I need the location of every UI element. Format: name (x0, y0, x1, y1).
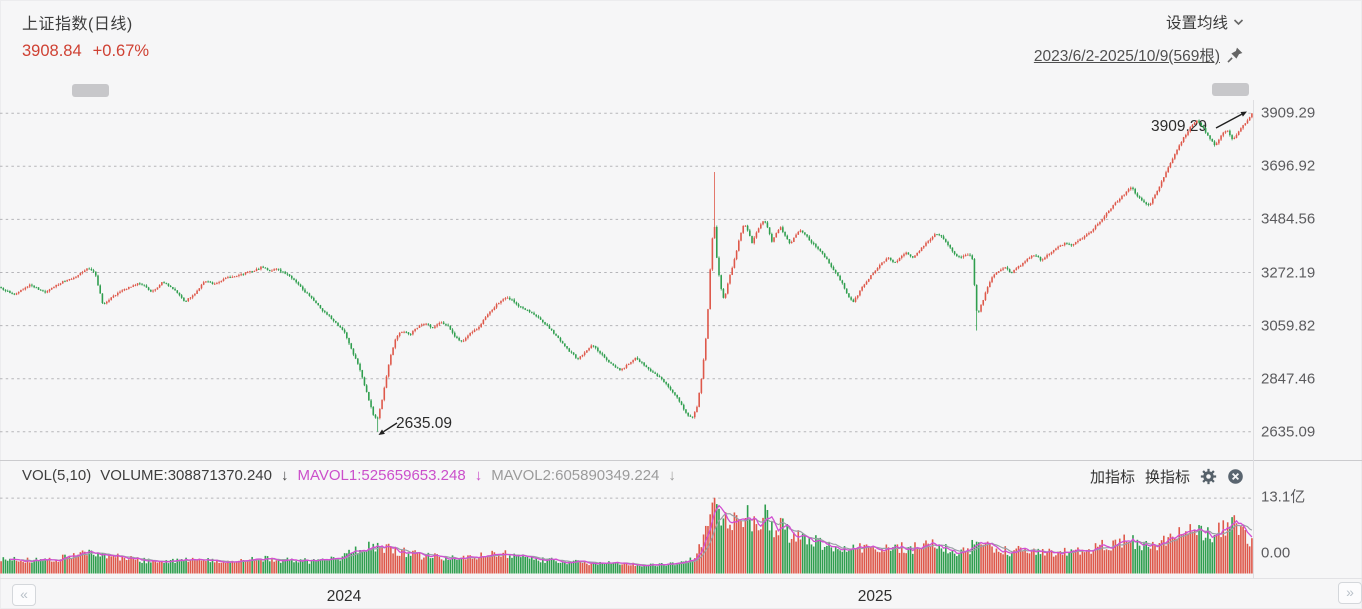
chevron-down-icon (1233, 18, 1244, 26)
symbol-title: 上证指数(日线) (22, 16, 133, 33)
change-percent: +0.67% (92, 42, 150, 60)
volume-axis-min-label: 0.00 (1261, 544, 1291, 562)
scroll-right-button[interactable]: » (1338, 582, 1362, 604)
volume-axis-max-label: 13.1亿 (1261, 488, 1306, 506)
volume-bars (0, 497, 1253, 574)
volume-down-arrow-icon: ↓ (281, 467, 289, 484)
mavol2-value-label: MAVOL2:605890349.224 (491, 467, 660, 484)
date-range-link[interactable]: 2023/6/2-2025/10/9(569根) (1033, 48, 1220, 65)
gear-icon[interactable] (1200, 468, 1217, 485)
volume-indicator-bar: VOL(5,10) VOLUME:308871370.240 ↓ MAVOL1:… (22, 467, 676, 484)
vol-params-label[interactable]: VOL(5,10) (22, 467, 92, 484)
mavol1-value-label: MAVOL1:525659653.248 (297, 467, 466, 484)
last-price: 3908.84 (22, 42, 82, 60)
high-annotation-label: 3909.29 (1151, 118, 1207, 135)
add-indicator-button[interactable]: 加指标 (1089, 469, 1135, 486)
price-axis-label: 3484.56 (1261, 210, 1316, 228)
mavol2-down-arrow-icon: ↓ (668, 467, 676, 484)
low-annotation-arrow (378, 422, 398, 435)
date-range-row: 2023/6/2-2025/10/9(569根) (1034, 44, 1244, 66)
high-annotation-arrow (1215, 111, 1247, 129)
redacted-badge-right (1212, 83, 1249, 96)
mavol1-down-arrow-icon: ↓ (474, 467, 483, 484)
price-axis-label: 3059.82 (1261, 317, 1316, 335)
indicator-actions: 加指标 换指标 (1090, 466, 1244, 487)
year-label-2024: 2024 (326, 588, 362, 605)
close-indicator-icon[interactable] (1227, 468, 1244, 485)
candles (0, 113, 1253, 432)
low-annotation-label: 2635.09 (396, 415, 452, 432)
scroll-left-button[interactable]: « (12, 584, 36, 606)
price-axis-label: 3272.19 (1261, 264, 1316, 281)
ma-settings-button[interactable]: 设置均线 (1166, 11, 1244, 33)
last-price-row: 3908.84 +0.67% (22, 42, 149, 61)
price-axis-label: 3696.92 (1261, 157, 1316, 175)
switch-indicator-button[interactable]: 换指标 (1144, 469, 1190, 486)
pin-icon[interactable] (1226, 46, 1244, 64)
ma-settings-label: 设置均线 (1165, 15, 1228, 32)
price-axis-label: 2635.09 (1261, 423, 1316, 441)
volume-value-label: VOLUME:308871370.240 (100, 467, 272, 484)
redacted-badge-left (72, 84, 109, 97)
price-axis-label: 2847.46 (1261, 370, 1316, 388)
price-axis-label: 3909.29 (1261, 104, 1316, 122)
year-label-2025: 2025 (857, 588, 893, 605)
mavol1-line (9, 504, 1253, 567)
